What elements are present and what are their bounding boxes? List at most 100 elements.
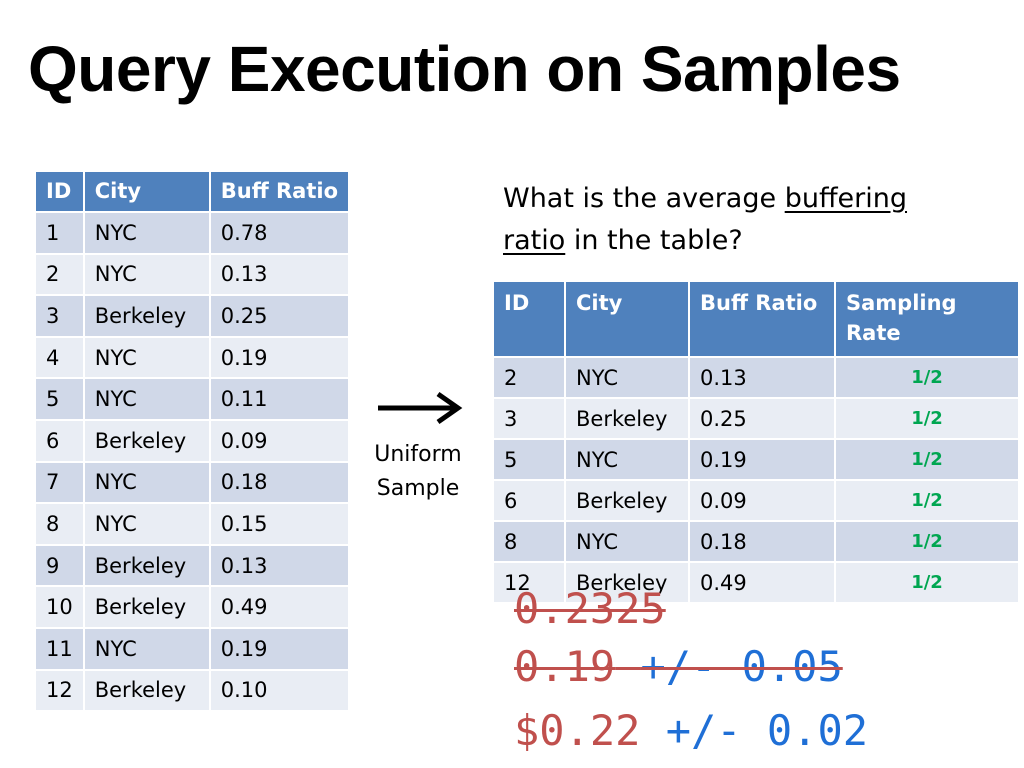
table-row: 5 NYC 0.11	[34, 377, 351, 421]
table-cell: 6	[34, 418, 85, 463]
table-cell: 4	[34, 335, 85, 380]
table-row: 8 NYC 0.18 1/2	[492, 520, 1020, 563]
table-cell: 0.19	[688, 438, 836, 481]
question-underlined-buffering: buffering	[784, 183, 908, 214]
table-cell: 7	[34, 460, 85, 505]
table-row: 11 NYC 0.19	[34, 626, 351, 671]
column-header-buff-ratio: Buff Ratio	[208, 170, 351, 213]
table-row: 5 NYC 0.19 1/2	[492, 438, 1020, 481]
uniform-sample-label: Uniform Sample	[362, 438, 474, 506]
table-row: 3 Berkeley 0.25 1/2	[492, 397, 1020, 440]
table-cell: NYC	[564, 356, 690, 399]
table-cell: 10	[34, 585, 85, 629]
column-header-sampling-rate: Sampling Rate	[834, 280, 1020, 358]
table-cell: 11	[34, 626, 85, 671]
table-row: 1 NYC 0.78	[34, 211, 351, 255]
slide-title: Query Execution on Samples	[28, 33, 901, 105]
table-cell: NYC	[564, 520, 690, 563]
question-underlined-ratio: ratio	[503, 225, 566, 256]
column-header-id: ID	[492, 280, 566, 358]
table-cell: 12	[492, 561, 566, 604]
table-cell: 0.13	[208, 252, 351, 297]
table-row: 4 NYC 0.19	[34, 335, 351, 380]
answer-final: $0.22 +/- 0.02	[514, 706, 868, 755]
table-cell: 3	[34, 294, 85, 338]
table-row: 8 NYC 0.15	[34, 502, 351, 546]
table-cell: Berkeley	[82, 543, 211, 588]
table-cell: Berkeley	[564, 479, 690, 522]
table-cell: 0.13	[208, 543, 351, 588]
table-row: 3 Berkeley 0.25	[34, 294, 351, 338]
table-cell: Berkeley	[564, 397, 690, 440]
table-cell: 12	[34, 668, 85, 713]
table-cell: 0.25	[208, 294, 351, 338]
table-cell: 0.49	[688, 561, 836, 604]
table-cell: 2	[34, 252, 85, 297]
table-cell: 1/2	[834, 356, 1020, 399]
table-cell: NYC	[82, 377, 211, 421]
table-cell: 1/2	[834, 561, 1020, 604]
table-cell: 0.49	[208, 585, 351, 629]
table-row: 6 Berkeley 0.09 1/2	[492, 479, 1020, 522]
sampling-rate-header-line1: Sampling	[846, 291, 957, 315]
full-data-table: ID City Buff Ratio 1 NYC 0.78 2 NYC 0.13 3 Berk…	[34, 170, 351, 713]
table-cell: 2	[492, 356, 566, 399]
table-cell: 0.09	[688, 479, 836, 522]
table-cell: 0.15	[208, 502, 351, 546]
answer-final-value: $0.22	[514, 706, 641, 755]
column-header-city: City	[564, 280, 690, 358]
table-cell: 6	[492, 479, 566, 522]
table-cell: 0.13	[688, 356, 836, 399]
table-cell: NYC	[82, 626, 211, 671]
table-row: 7 NYC 0.18	[34, 460, 351, 505]
table-cell: 0.11	[208, 377, 351, 421]
table-cell: Berkeley	[82, 585, 211, 629]
answer-exact-struck: 0.2325	[514, 584, 666, 633]
table-cell: NYC	[564, 438, 690, 481]
table-cell: 0.10	[208, 668, 351, 713]
table-cell: Berkeley	[82, 418, 211, 463]
table-row: 2 NYC 0.13 1/2	[492, 356, 1020, 399]
table-header-row: ID City Buff Ratio	[34, 170, 351, 213]
table-cell: NYC	[82, 335, 211, 380]
answer-final-error: +/- 0.02	[665, 706, 869, 755]
sample-table: ID City Buff Ratio Sampling Rate 2 NYC 0.1…	[492, 280, 1020, 604]
table-cell: 1/2	[834, 438, 1020, 481]
arrow-label-line2: Sample	[376, 476, 460, 501]
table-header-row: ID City Buff Ratio Sampling Rate	[492, 280, 1020, 358]
answer-estimate-value: 0.19	[514, 642, 616, 691]
table-cell: 1/2	[834, 397, 1020, 440]
table-cell: 0.19	[208, 335, 351, 380]
table-row: 12 Berkeley 0.10	[34, 668, 351, 713]
table-cell: 1/2	[834, 520, 1020, 563]
table-row: 12 Berkeley 0.49 1/2	[492, 561, 1020, 604]
arrow-label-line1: Uniform	[374, 442, 462, 467]
table-cell: 0.78	[208, 211, 351, 255]
right-arrow-icon	[378, 391, 463, 425]
table-row: 6 Berkeley 0.09	[34, 418, 351, 463]
table-cell: 1/2	[834, 479, 1020, 522]
table-cell: 8	[34, 502, 85, 546]
sampling-rate-header-line2: Rate	[846, 321, 901, 345]
question-prefix: What is the average	[503, 183, 785, 214]
table-cell: 3	[492, 397, 566, 440]
table-cell: 5	[492, 438, 566, 481]
question-text: What is the average buffering ratio in t…	[503, 178, 933, 262]
table-cell: Berkeley	[82, 294, 211, 338]
table-cell: Berkeley	[82, 668, 211, 713]
table-cell: 1	[34, 211, 85, 255]
table-cell: Berkeley	[564, 561, 690, 604]
answer-estimate-struck: 0.19 +/- 0.05	[514, 642, 843, 691]
column-header-city: City	[82, 170, 211, 213]
question-suffix: in the table?	[565, 225, 743, 256]
table-cell: 8	[492, 520, 566, 563]
table-cell: NYC	[82, 211, 211, 255]
table-cell: 0.18	[688, 520, 836, 563]
column-header-buff-ratio: Buff Ratio	[688, 280, 836, 358]
table-cell: 0.19	[208, 626, 351, 671]
table-row: 2 NYC 0.13	[34, 252, 351, 297]
table-cell: NYC	[82, 502, 211, 546]
table-cell: 9	[34, 543, 85, 588]
table-cell: 0.25	[688, 397, 836, 440]
table-cell: 5	[34, 377, 85, 421]
